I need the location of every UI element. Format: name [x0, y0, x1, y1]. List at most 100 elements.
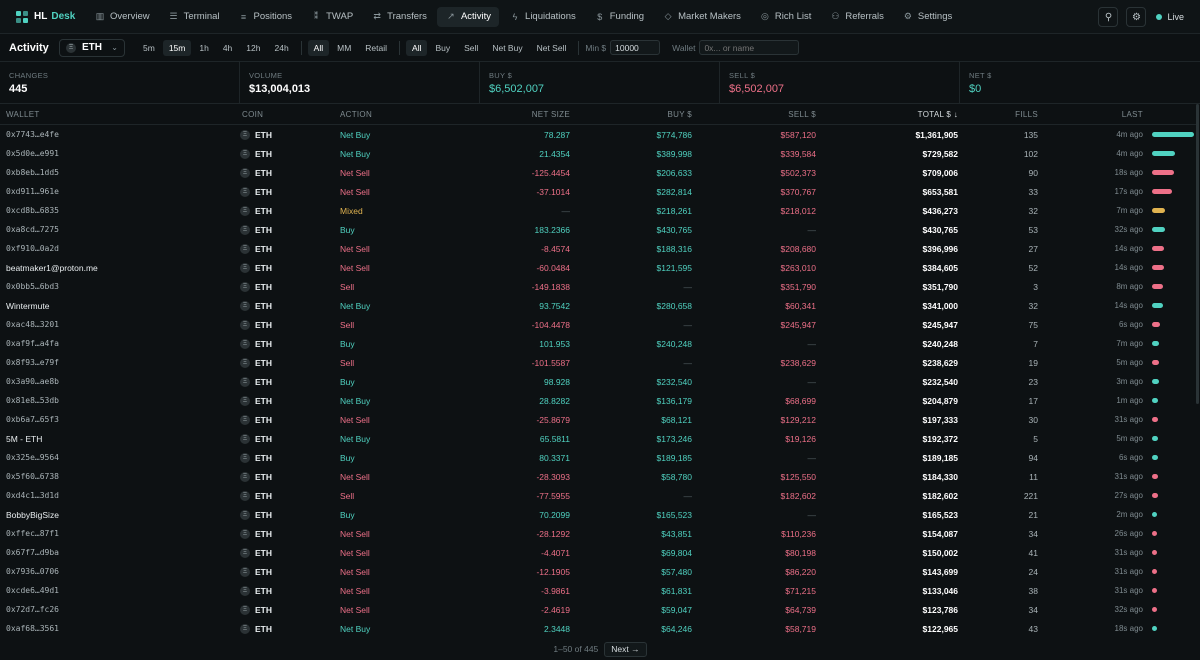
nav-market-makers[interactable]: ◇ Market Makers — [654, 7, 749, 27]
side-sell[interactable]: Sell — [464, 42, 479, 53]
nav-referrals[interactable]: ⚇ Referrals — [821, 7, 892, 27]
side-all[interactable]: All — [406, 39, 428, 56]
nav-twap[interactable]: ⁑ TWAP — [302, 7, 361, 27]
timeframe-12h[interactable]: 12h — [246, 42, 261, 53]
table-row[interactable]: 0x325e…9564 Ξ ETH Buy 80.3371 $189,185 — $189,1… — [0, 448, 1196, 467]
table-row[interactable]: 0xb8eb…1dd5 Ξ ETH Net Sell -125.4454 $206,633… — [0, 163, 1196, 182]
wallet-cell[interactable]: 0x7743…e4fe — [6, 130, 59, 139]
table-row[interactable]: 0x5d0e…e991 Ξ ETH Net Buy 21.4354 $389,998 $33… — [0, 144, 1196, 163]
col-net-size[interactable]: NET SIZE — [531, 109, 570, 119]
wallet-cell[interactable]: 0x0bb5…6bd3 — [6, 282, 59, 291]
side-buy[interactable]: Buy — [435, 42, 451, 53]
eth-icon: Ξ — [240, 357, 250, 368]
search-button[interactable]: ⚲ — [1098, 7, 1119, 27]
table-row[interactable]: 0x0bb5…6bd3 Ξ ETH Sell -149.1838 — $351,790 $35… — [0, 277, 1196, 296]
type-all[interactable]: All — [307, 39, 330, 56]
col-fills[interactable]: FILLS — [1015, 109, 1038, 119]
col-total-sorted[interactable]: TOTAL $ ↓ — [917, 109, 958, 119]
wallet-cell[interactable]: beatmaker1@proton.me — [6, 262, 98, 273]
wallet-cell[interactable]: 0x8f93…e79f — [6, 358, 59, 367]
table-row[interactable]: 0x5f60…6738 Ξ ETH Net Sell -28.3093 $58,780 $1… — [0, 467, 1196, 486]
table-row[interactable]: BobbyBigSize Ξ ETH Buy 70.2099 $165,523 — $165,… — [0, 505, 1196, 524]
wallet-cell[interactable]: Wintermute — [6, 300, 50, 311]
timeframe-1h[interactable]: 1h — [199, 42, 209, 53]
table-row[interactable]: 0x72d7…fc26 Ξ ETH Net Sell -2.4619 $59,047 $64… — [0, 600, 1196, 619]
table-row[interactable]: beatmaker1@proton.me Ξ ETH Net Sell -60.0484… — [0, 258, 1196, 277]
table-row[interactable]: 0xa8cd…7275 Ξ ETH Buy 183.2366 $430,765 — $430,… — [0, 220, 1196, 239]
table-row[interactable]: 0xaf9f…a4fa Ξ ETH Buy 101.953 $240,248 — $240,2… — [0, 334, 1196, 353]
wallet-cell[interactable]: 0x325e…9564 — [6, 453, 59, 462]
table-row[interactable]: 0xf910…0a2d Ξ ETH Net Sell -8.4574 $188,316 $2… — [0, 239, 1196, 258]
nav-terminal[interactable]: ☰ Terminal — [160, 7, 228, 27]
wallet-cell[interactable]: 5M - ETH — [6, 433, 43, 444]
table-row[interactable]: 0xaf68…3561 Ξ ETH Net Buy 2.3448 $64,246 $58,7… — [0, 619, 1196, 638]
nav-positions[interactable]: ≡ Positions — [230, 7, 301, 27]
wallet-cell[interactable]: 0xaf9f…a4fa — [6, 339, 59, 348]
nav-overview[interactable]: ▥ Overview — [86, 7, 158, 27]
live-label: Live — [1167, 12, 1184, 22]
table-row[interactable]: 0x7936…0706 Ξ ETH Net Sell -12.1905 $57,480 $8… — [0, 562, 1196, 581]
min-amount-input[interactable] — [610, 40, 661, 55]
nav-settings[interactable]: ⚙ Settings — [894, 7, 960, 27]
nav-transfers[interactable]: ⇄ Transfers — [363, 7, 435, 27]
col-coin[interactable]: COIN — [242, 109, 264, 119]
eth-icon: Ξ — [240, 281, 250, 292]
table-row[interactable]: 0xd4c1…3d1d Ξ ETH Sell -77.5955 — $182,602 $182… — [0, 486, 1196, 505]
wallet-cell[interactable]: 0xd4c1…3d1d — [6, 491, 59, 500]
settings-button[interactable]: ⚙ — [1126, 7, 1147, 27]
wallet-cell[interactable]: 0x5f60…6738 — [6, 472, 59, 481]
col-last[interactable]: LAST — [1121, 109, 1143, 119]
wallet-cell[interactable]: 0xffec…87f1 — [6, 529, 59, 538]
type-mm[interactable]: MM — [337, 42, 352, 53]
col-buy[interactable]: BUY $ — [667, 109, 692, 119]
wallet-cell[interactable]: 0x81e8…53db — [6, 396, 59, 405]
type-retail[interactable]: Retail — [365, 42, 388, 53]
nav-activity[interactable]: ↗ Activity — [436, 6, 500, 27]
table-row[interactable]: 0x81e8…53db Ξ ETH Net Buy 28.8282 $136,179 $68… — [0, 391, 1196, 410]
table-row[interactable]: Wintermute Ξ ETH Net Buy 93.7542 $280,658 $60,… — [0, 296, 1196, 315]
wallet-cell[interactable]: 0xb8eb…1dd5 — [6, 168, 59, 177]
wallet-cell[interactable]: 0xf910…0a2d — [6, 244, 59, 253]
wallet-cell[interactable]: 0x67f7…d9ba — [6, 548, 59, 557]
wallet-cell[interactable]: 0x5d0e…e991 — [6, 149, 59, 158]
wallet-cell[interactable]: 0xcde6…49d1 — [6, 586, 59, 595]
wallet-cell[interactable]: 0xaf68…3561 — [6, 624, 59, 633]
brand-logo[interactable]: HL Desk — [0, 10, 86, 23]
timeframe-4h[interactable]: 4h — [222, 42, 233, 53]
wallet-cell[interactable]: 0xcd8b…6835 — [6, 206, 59, 215]
table-row[interactable]: 0xb6a7…65f3 Ξ ETH Net Sell -25.8679 $68,121 $1… — [0, 410, 1196, 429]
wallet-cell[interactable]: 0x72d7…fc26 — [6, 605, 59, 614]
table-row[interactable]: 0xcd8b…6835 Ξ ETH Mixed — $218,261 $218,012 $43… — [0, 201, 1196, 220]
side-net-sell[interactable]: Net Sell — [536, 42, 567, 53]
wallet-cell[interactable]: 0x7936…0706 — [6, 567, 59, 576]
wallet-cell[interactable]: 0x3a90…ae8b — [6, 377, 59, 386]
col-sell[interactable]: SELL $ — [788, 109, 816, 119]
nav-liquidations[interactable]: ϟ Liquidations — [501, 7, 584, 27]
table-row[interactable]: 0x3a90…ae8b Ξ ETH Buy 98.928 $232,540 — $232,54… — [0, 372, 1196, 391]
timeframe-15m[interactable]: 15m — [162, 39, 192, 56]
timeframe-24h[interactable]: 24h — [274, 42, 289, 53]
table-row[interactable]: 0x8f93…e79f Ξ ETH Sell -101.5587 — $238,629 $23… — [0, 353, 1196, 372]
table-row[interactable]: 0xac48…3201 Ξ ETH Sell -104.4478 — $245,947 $24… — [0, 315, 1196, 334]
wallet-cell[interactable]: BobbyBigSize — [6, 509, 59, 520]
timeframe-5m[interactable]: 5m — [143, 42, 155, 53]
nav-rich-list[interactable]: ◎ Rich List — [751, 7, 819, 27]
side-net-buy[interactable]: Net Buy — [492, 42, 523, 53]
col-action[interactable]: ACTION — [340, 109, 373, 119]
coin-select[interactable]: Ξ ETH ⌄ — [59, 38, 125, 57]
table-row[interactable]: 0xd911…961e Ξ ETH Net Sell -37.1014 $282,814 $… — [0, 182, 1196, 201]
wallet-cell[interactable]: 0xac48…3201 — [6, 320, 59, 329]
next-page-button[interactable]: Next → — [604, 641, 647, 657]
wallet-cell[interactable]: 0xa8cd…7275 — [6, 225, 59, 234]
wallet-search-input[interactable] — [699, 40, 800, 55]
wallet-cell[interactable]: 0xb6a7…65f3 — [6, 415, 59, 424]
table-row[interactable]: 0xffec…87f1 Ξ ETH Net Sell -28.1292 $43,851 $1… — [0, 524, 1196, 543]
wallet-cell[interactable]: 0xd911…961e — [6, 187, 59, 196]
table-row[interactable]: 0x7743…e4fe Ξ ETH Net Buy 78.287 $774,786 $587… — [0, 125, 1196, 144]
col-wallet[interactable]: WALLET — [6, 109, 40, 119]
table-row[interactable]: 0xcde6…49d1 Ξ ETH Net Sell -3.9861 $61,831 $71… — [0, 581, 1196, 600]
table-scrollbar[interactable] — [1196, 104, 1199, 404]
table-row[interactable]: 0x67f7…d9ba Ξ ETH Net Sell -4.4071 $69,804 $80… — [0, 543, 1196, 562]
nav-funding[interactable]: $ Funding — [586, 7, 652, 27]
table-row[interactable]: 5M - ETH Ξ ETH Net Buy 65.5811 $173,246 $19,12… — [0, 429, 1196, 448]
